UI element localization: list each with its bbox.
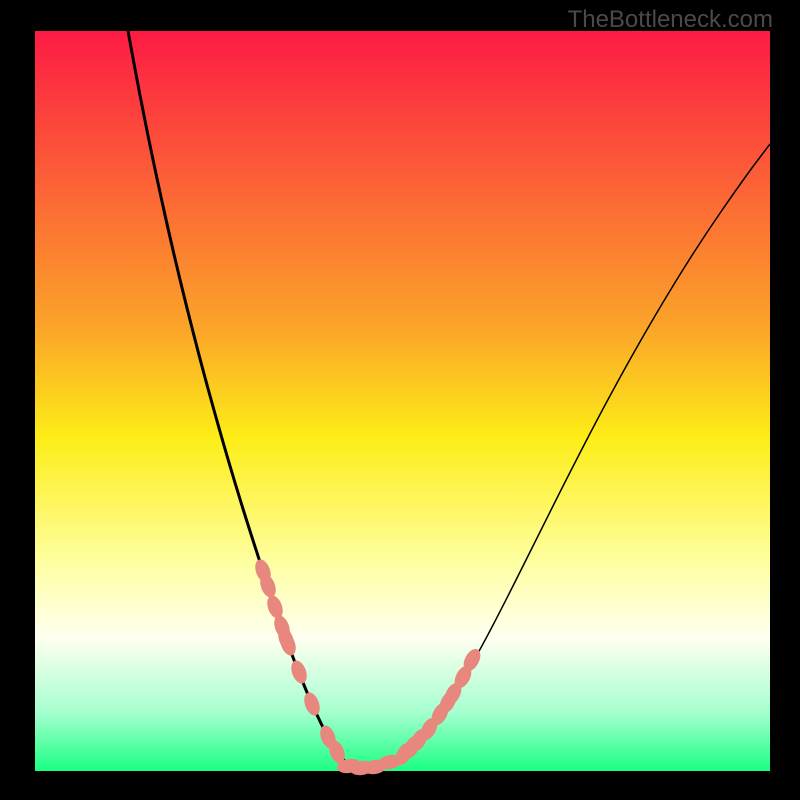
watermark-attribution: TheBottleneck.com [568, 6, 773, 34]
chart-gradient-background [35, 31, 770, 771]
